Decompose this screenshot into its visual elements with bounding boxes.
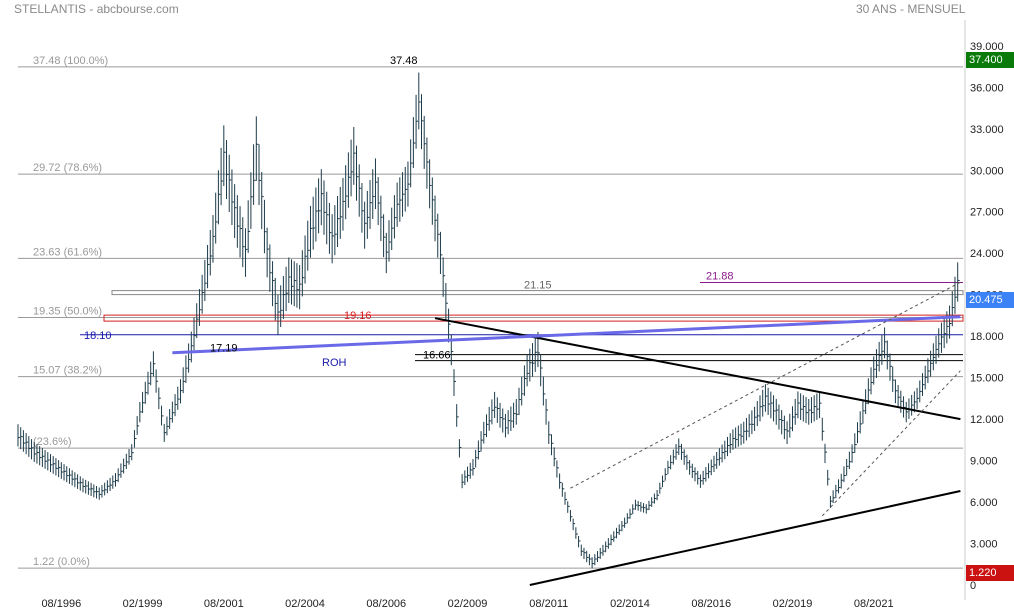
high-value-flag: 37.400 [966, 52, 1014, 68]
chart-period-label: 30 ANS - MENSUEL [856, 2, 966, 16]
x-tick-label: 02/2019 [773, 598, 813, 610]
price-bars [17, 72, 960, 569]
chart-source-label: STELLANTIS - abcbourse.com [14, 2, 179, 16]
x-tick-label: 02/2009 [448, 598, 488, 610]
low-value-flag: 1.220 [966, 565, 1014, 581]
annotation-16-66: 16.66 [423, 350, 451, 362]
fib-level-label: 37.48 (100.0%) [33, 55, 108, 67]
y-tick-label: 39.000 [970, 41, 1004, 53]
resistance-zone-21-15 [111, 290, 964, 296]
y-tick-label: 0 [970, 580, 976, 592]
last-price-flag: 20.475 [966, 292, 1014, 308]
y-tick-label: 9.000 [970, 456, 998, 468]
x-tick-label: 08/2016 [691, 598, 731, 610]
trend-line-1 [529, 490, 961, 586]
x-tick-label: 08/2001 [204, 598, 244, 610]
x-tick-label: 02/1999 [123, 598, 163, 610]
fib-level-label: (23.6%) [33, 436, 72, 448]
y-tick-label: 6.000 [970, 497, 998, 509]
fib-level-label: 23.63 (61.6%) [33, 246, 102, 258]
y-tick-label: 30.000 [970, 165, 1004, 177]
fib-level-label: 19.35 (50.0%) [33, 305, 102, 317]
annotation-17-19: 17.19 [210, 342, 238, 354]
y-tick-label: 24.000 [970, 248, 1004, 260]
x-tick-label: 08/1996 [41, 598, 81, 610]
y-tick-label: 36.000 [970, 82, 1004, 94]
trend-line-4 [821, 370, 961, 517]
y-tick-label: 27.000 [970, 207, 1004, 219]
y-tick-label: 3.000 [970, 539, 998, 551]
y-tick-label: 12.000 [970, 414, 1004, 426]
resistance-zone-19-16 [103, 314, 964, 322]
annotation-21-15: 21.15 [524, 280, 552, 292]
x-tick-label: 02/2004 [285, 598, 325, 610]
fib-level-label: 15.07 (38.2%) [33, 365, 102, 377]
annotation-21-88: 21.88 [706, 271, 734, 283]
annotation-18-10: 18.10 [84, 330, 112, 342]
y-tick-label: 33.000 [970, 124, 1004, 136]
annotation-19-16: 19.16 [344, 310, 372, 322]
annotation-roh: ROH [322, 357, 347, 369]
x-tick-label: 08/2006 [366, 598, 406, 610]
fib-level-label: 29.72 (78.6%) [33, 162, 102, 174]
trend-line-0 [434, 317, 961, 421]
annotation-37-48: 37.48 [390, 55, 418, 67]
x-tick-label: 08/2021 [854, 598, 894, 610]
trend-line-3 [570, 281, 961, 489]
fib-level-label: 1.22 (0.0%) [33, 556, 90, 568]
y-tick-label: 15.000 [970, 373, 1004, 385]
x-tick-label: 02/2014 [610, 598, 650, 610]
trend-line-2 [172, 315, 961, 355]
x-tick-label: 08/2011 [529, 598, 568, 610]
y-tick-label: 18.000 [970, 331, 1004, 343]
